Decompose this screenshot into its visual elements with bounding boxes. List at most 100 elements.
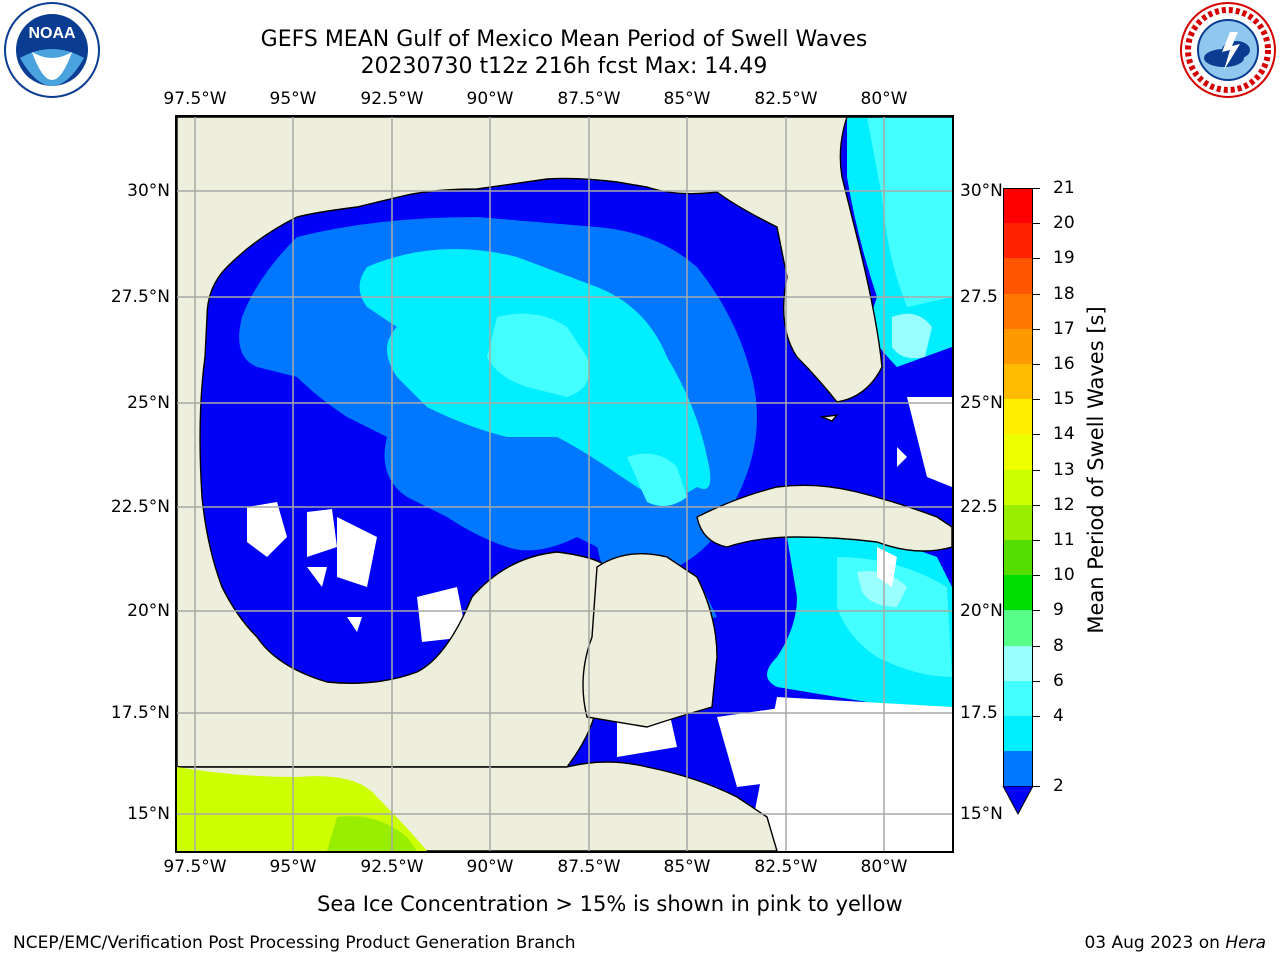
colorbar-tick-mark xyxy=(1033,645,1040,647)
svg-text:NOAA: NOAA xyxy=(28,25,76,42)
lat-label-right: 20°N xyxy=(960,601,1003,621)
lon-label-top: 87.5°W xyxy=(557,89,621,109)
lon-label-bottom: 97.5°W xyxy=(163,857,227,877)
lat-label-left: 30°N xyxy=(127,181,170,201)
date-stamp: 03 Aug 2023 on Hera xyxy=(1084,933,1266,953)
colorbar-tick-label: 21 xyxy=(1053,178,1075,198)
lon-label-bottom: 90°W xyxy=(466,857,514,877)
colorbar-tick-mark xyxy=(1033,786,1040,788)
colorbar-tick-label: 16 xyxy=(1053,354,1075,374)
lat-label-right: 30°N xyxy=(960,181,1003,201)
colorbar-tick-mark xyxy=(1033,258,1040,260)
lat-label-left: 25°N xyxy=(127,393,170,413)
colorbar-tick-label: 13 xyxy=(1053,459,1075,480)
colorbar-tick-label: 4 xyxy=(1053,706,1064,726)
colorbar-tick-mark xyxy=(1033,610,1040,612)
colorbar-tick-mark xyxy=(1033,364,1040,365)
colorbar-tick-mark xyxy=(1033,188,1040,189)
lon-label-top: 97.5°W xyxy=(163,89,227,109)
lon-label-top: 95°W xyxy=(269,89,317,109)
swell-zone-8-9-atlantic xyxy=(892,313,932,359)
lat-label-left: 22.5°N xyxy=(110,497,170,517)
lon-label-bottom: 92.5°W xyxy=(360,857,424,877)
colorbar-segment xyxy=(1003,258,1033,295)
colorbar-tick-mark xyxy=(1033,223,1040,225)
colorbar-segment xyxy=(1003,680,1033,717)
colorbar-tick-label: 14 xyxy=(1053,424,1075,445)
colorbar-segment xyxy=(1003,610,1033,647)
swell-zone-6-8-atlantic xyxy=(867,117,952,307)
colorbar-tick-mark xyxy=(1033,469,1040,471)
lon-label-top: 82.5°W xyxy=(754,89,818,109)
lat-label-right: 22.5 xyxy=(960,497,998,517)
lat-label-right: 15°N xyxy=(960,804,1003,824)
lat-label-right: 27.5 xyxy=(960,287,998,307)
colorbar-tick-label: 20 xyxy=(1053,213,1075,234)
colorbar-underflow-arrow xyxy=(1002,786,1034,816)
colorbar-segment xyxy=(1003,575,1033,611)
colorbar-tick-mark xyxy=(1033,680,1040,682)
colorbar xyxy=(1003,188,1033,787)
colorbar-tick-label: 18 xyxy=(1053,283,1075,304)
lat-label-left: 15°N xyxy=(127,804,170,824)
colorbar-tick-mark xyxy=(1033,293,1040,295)
colorbar-segment xyxy=(1003,293,1033,330)
swell-zone-6-8 xyxy=(627,453,687,506)
colorbar-tick-mark xyxy=(1033,575,1040,577)
lon-label-bottom: 85°W xyxy=(663,857,711,877)
colorbar-segment xyxy=(1003,328,1033,365)
swell-zone-6-8 xyxy=(487,313,590,397)
colorbar-tick-label: 15 xyxy=(1053,389,1075,410)
host-name: Hera xyxy=(1225,933,1266,953)
noaa-logo-icon: NOAA xyxy=(2,0,102,100)
colorbar-tick-label: 2 xyxy=(1053,776,1064,797)
colorbar-tick-mark xyxy=(1033,504,1040,506)
sea-ice-note: Sea Ice Concentration > 15% is shown in … xyxy=(317,892,903,916)
colorbar-tick-label: 10 xyxy=(1053,565,1075,586)
colorbar-tick-label: 17 xyxy=(1053,318,1075,339)
chart-title: GEFS MEAN Gulf of Mexico Mean Period of … xyxy=(260,27,868,52)
swell-zone-8-9-caribbean xyxy=(857,571,907,607)
lat-label-right: 25°N xyxy=(960,393,1003,413)
missing-data-areas xyxy=(247,397,952,851)
colorbar-tick-mark xyxy=(1033,716,1040,717)
colorbar-segment xyxy=(1003,399,1033,435)
lat-label-left: 20°N xyxy=(127,601,170,621)
lon-label-bottom: 80°W xyxy=(860,857,908,877)
colorbar-tick-label: 9 xyxy=(1053,600,1064,621)
colorbar-segment xyxy=(1003,188,1033,224)
colorbar-tick-mark xyxy=(1033,399,1040,401)
lon-label-top: 92.5°W xyxy=(360,89,424,109)
colorbar-segment xyxy=(1003,469,1033,506)
lon-label-top: 80°W xyxy=(860,89,908,109)
lon-label-bottom: 82.5°W xyxy=(754,857,818,877)
lat-label-left: 17.5°N xyxy=(110,703,170,723)
swell-zone-11-12 xyxy=(327,816,417,851)
colorbar-segment xyxy=(1003,364,1033,400)
colorbar-segment xyxy=(1003,223,1033,259)
colorbar-tick-label: 19 xyxy=(1053,248,1075,269)
colorbar-tick-label: 11 xyxy=(1053,530,1075,550)
lat-label-right: 17.5 xyxy=(960,703,998,723)
lon-label-top: 85°W xyxy=(663,89,711,109)
chart-subtitle: 20230730 t12z 216h fcst Max: 14.49 xyxy=(360,54,768,79)
colorbar-label: Mean Period of Swell Waves [s] xyxy=(1084,306,1108,634)
lon-label-bottom: 95°W xyxy=(269,857,317,877)
colorbar-segment xyxy=(1003,716,1033,752)
colorbar-segment xyxy=(1003,751,1033,787)
colorbar-segment xyxy=(1003,540,1033,576)
colorbar-tick-label: 12 xyxy=(1053,494,1075,515)
lat-label-left: 27.5°N xyxy=(110,287,170,307)
swell-period-map xyxy=(177,117,952,851)
colorbar-tick-label: 8 xyxy=(1053,635,1064,656)
date-text: 03 Aug 2023 on xyxy=(1084,933,1226,953)
colorbar-segment xyxy=(1003,504,1033,541)
colorbar-segment xyxy=(1003,434,1033,471)
colorbar-tick-label: 6 xyxy=(1053,670,1064,691)
lon-label-top: 90°W xyxy=(466,89,514,109)
credit-text: NCEP/EMC/Verification Post Processing Pr… xyxy=(13,933,576,953)
map-panel xyxy=(175,115,954,853)
colorbar-tick-mark xyxy=(1033,434,1040,436)
colorbar-segment xyxy=(1003,645,1033,682)
colorbar-tick-mark xyxy=(1033,540,1040,541)
